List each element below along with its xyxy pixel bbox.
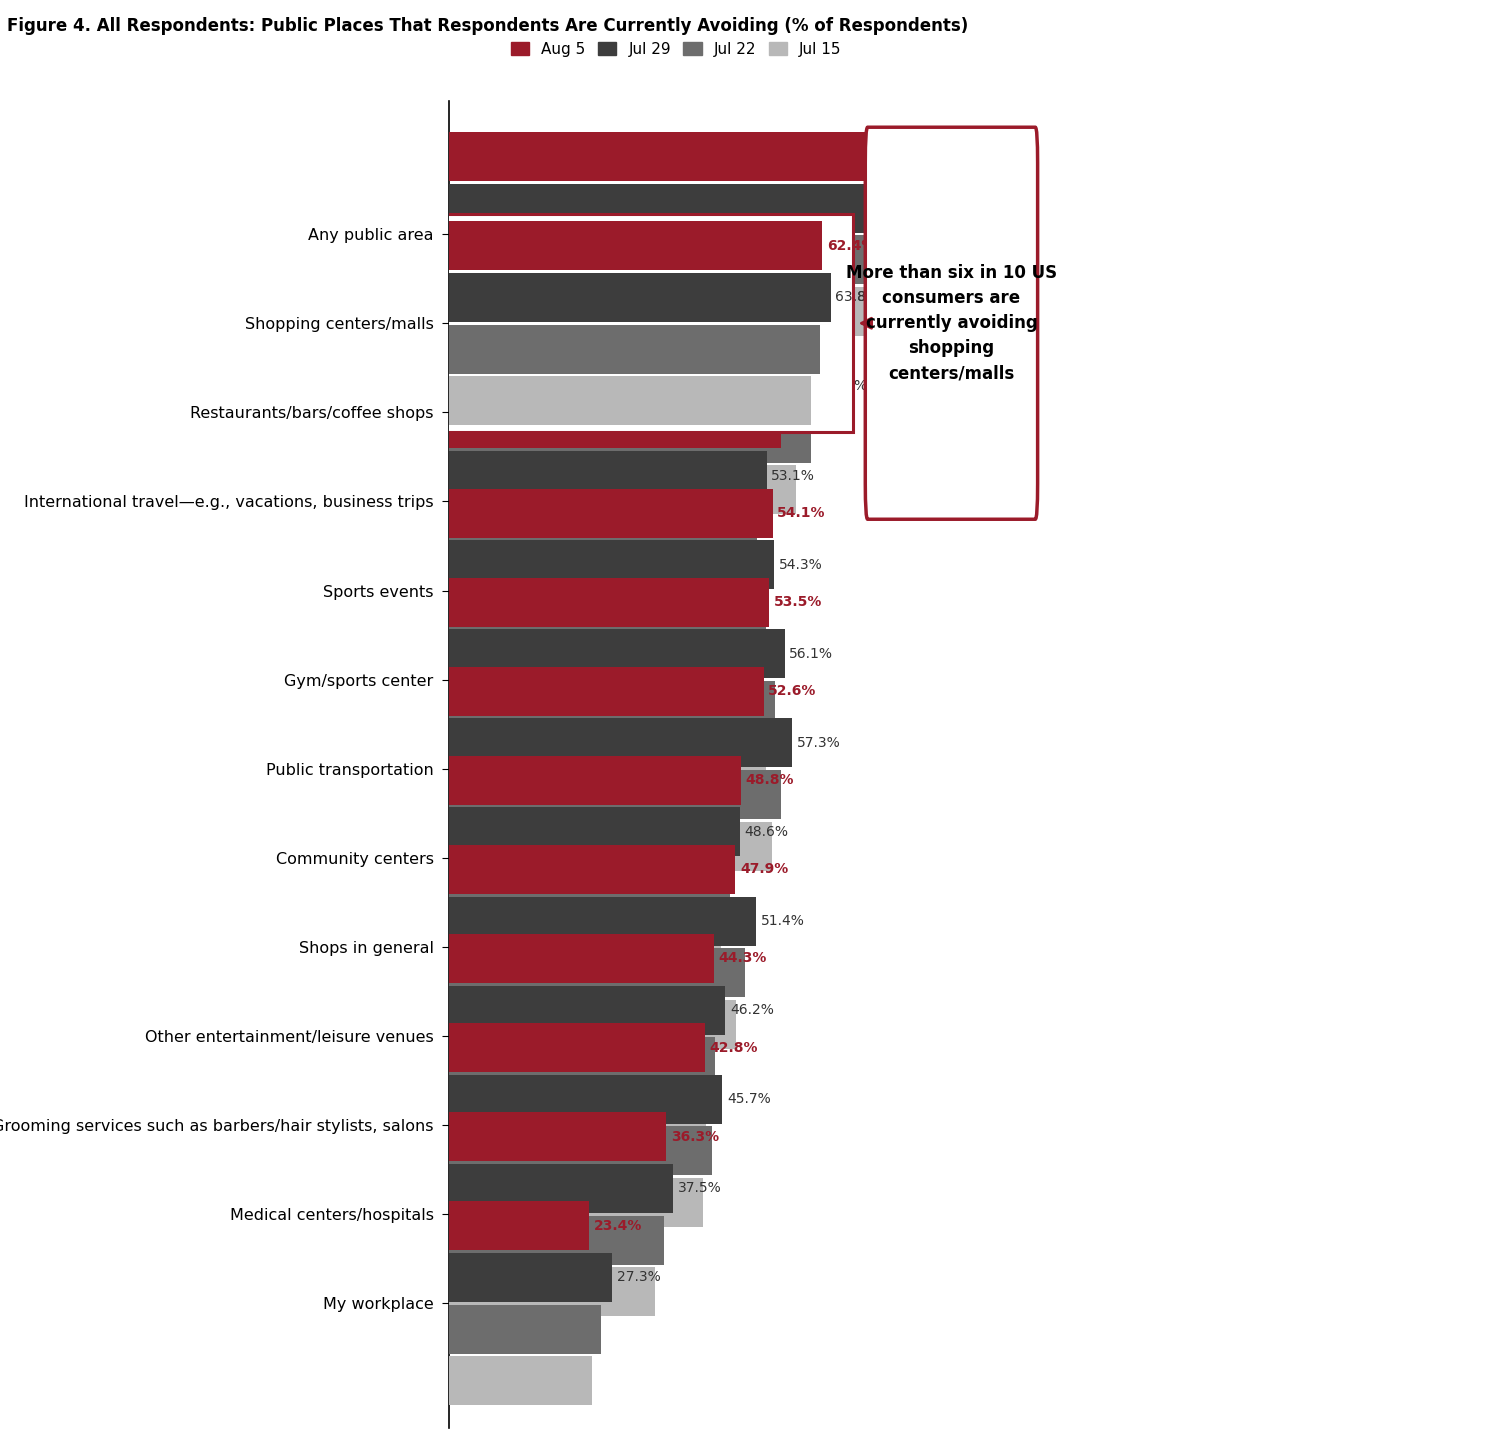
Bar (449, 1022, 705, 1071)
Text: 45.7%: 45.7% (727, 1092, 770, 1106)
Text: 62.4%: 62.4% (827, 239, 875, 252)
Bar (449, 666, 763, 715)
Text: 42.8%: 42.8% (709, 1041, 758, 1054)
Bar (449, 221, 823, 270)
Text: 52.6%: 52.6% (769, 684, 817, 698)
Bar (449, 1178, 703, 1227)
Bar (449, 934, 714, 983)
Bar (449, 859, 730, 908)
Text: 44.3%: 44.3% (718, 952, 767, 966)
Legend: Aug 5, Jul 29, Jul 22, Jul 15: Aug 5, Jul 29, Jul 22, Jul 15 (504, 36, 848, 63)
Text: 51.4%: 51.4% (761, 914, 805, 929)
Bar (449, 310, 791, 359)
Bar (449, 845, 736, 894)
Bar (449, 554, 748, 603)
Text: 63.8%: 63.8% (835, 290, 880, 304)
Text: More than six in 10 US
consumers are
currently avoiding
shopping
centers/malls: More than six in 10 US consumers are cur… (845, 264, 1058, 382)
Bar (449, 503, 757, 552)
Text: 62.4%: 62.4% (827, 239, 875, 252)
Text: 57.3%: 57.3% (796, 735, 841, 750)
Text: 55.5%: 55.5% (785, 417, 835, 431)
Bar (449, 1164, 673, 1213)
Text: 61.8%: 61.8% (823, 379, 868, 394)
Bar (449, 733, 766, 782)
Bar (449, 376, 811, 425)
Bar (449, 643, 757, 692)
Bar (449, 324, 820, 373)
Text: 53.1%: 53.1% (772, 469, 815, 483)
Bar (449, 541, 773, 590)
Bar (449, 911, 721, 960)
Bar (449, 183, 954, 232)
Bar (449, 489, 772, 538)
Text: 47.9%: 47.9% (741, 862, 788, 877)
Bar (449, 629, 784, 678)
Text: 36.3%: 36.3% (670, 1129, 720, 1144)
Bar (449, 756, 741, 805)
Bar (449, 1089, 706, 1138)
Bar (449, 399, 781, 448)
Text: 56.1%: 56.1% (790, 647, 833, 660)
Bar (449, 949, 745, 998)
Text: 53.5%: 53.5% (773, 596, 823, 609)
Bar (449, 376, 811, 425)
Bar (449, 770, 781, 819)
Text: 37.5%: 37.5% (678, 1181, 721, 1195)
Bar (449, 1216, 664, 1265)
Text: 48.6%: 48.6% (745, 825, 788, 839)
Bar (449, 221, 823, 270)
Text: 54.1%: 54.1% (778, 506, 826, 521)
Bar (449, 591, 766, 640)
Bar (449, 1112, 666, 1161)
Text: 57.2%: 57.2% (796, 327, 844, 342)
Text: Figure 4. All Respondents: Public Places That Respondents Are Currently Avoiding: Figure 4. All Respondents: Public Places… (7, 17, 969, 35)
Text: 46.2%: 46.2% (730, 1004, 773, 1017)
Bar (449, 999, 736, 1048)
Bar (449, 451, 766, 500)
Bar (449, 273, 830, 322)
Bar (449, 1305, 601, 1354)
Bar (449, 324, 820, 373)
Bar (449, 1268, 655, 1317)
Bar (449, 986, 726, 1035)
Bar (449, 1357, 592, 1406)
Bar (449, 822, 772, 871)
FancyBboxPatch shape (865, 127, 1038, 519)
Text: 86.2%: 86.2% (969, 150, 1017, 163)
Text: 84.4%: 84.4% (959, 202, 1002, 215)
Bar (449, 287, 931, 336)
Bar (449, 808, 739, 857)
Text: 23.4%: 23.4% (594, 1218, 642, 1233)
Text: 48.8%: 48.8% (745, 773, 794, 787)
Bar (449, 1126, 712, 1175)
Bar (449, 578, 769, 627)
Bar (449, 273, 830, 322)
Bar (449, 1253, 612, 1302)
Bar (449, 897, 757, 946)
Bar (449, 466, 796, 515)
Bar (449, 1201, 589, 1250)
Bar (449, 133, 965, 182)
Text: 54.3%: 54.3% (778, 558, 823, 571)
Bar (449, 718, 791, 767)
FancyBboxPatch shape (431, 213, 853, 433)
Bar (449, 681, 775, 730)
Bar (449, 1037, 715, 1086)
Text: 27.3%: 27.3% (616, 1270, 661, 1285)
Bar (449, 235, 942, 284)
Bar (449, 362, 818, 411)
Bar (449, 1074, 723, 1123)
Bar (449, 414, 811, 463)
Text: 63.8%: 63.8% (835, 290, 880, 304)
